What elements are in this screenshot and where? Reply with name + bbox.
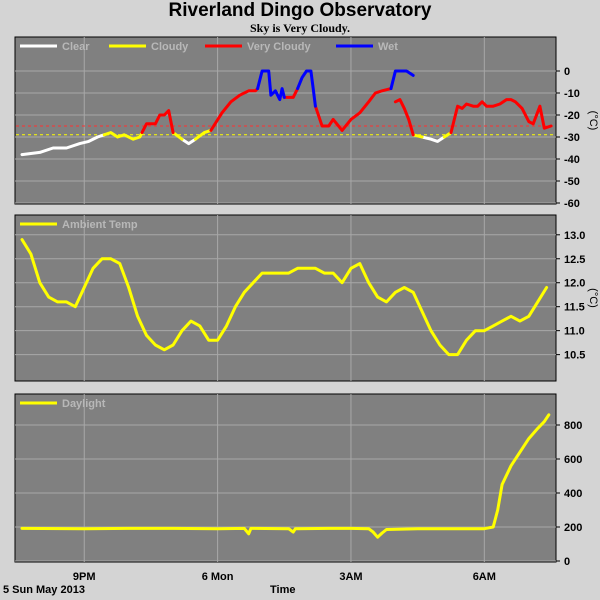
y-tick-label: -30 bbox=[564, 132, 580, 144]
y-tick-label: 11.0 bbox=[564, 326, 585, 338]
x-tick-label: 3AM bbox=[339, 571, 362, 583]
series-line-wet bbox=[256, 69, 286, 102]
y-tick-label: -50 bbox=[564, 176, 580, 188]
y-tick-label: 0 bbox=[564, 556, 570, 568]
series-line-cloudy bbox=[411, 133, 424, 139]
y-axis-label: (°C) bbox=[587, 111, 599, 131]
y-tick-label: 800 bbox=[564, 420, 582, 432]
y-tick-label: -10 bbox=[564, 88, 580, 100]
y-tick-label: 10.5 bbox=[564, 350, 585, 362]
legend-label: Ambient Temp bbox=[62, 219, 138, 231]
x-axis-title: Time bbox=[270, 584, 296, 596]
series-line-cloudy bbox=[102, 131, 144, 141]
x-tick-label: 9PM bbox=[73, 571, 96, 583]
y-tick-label: 600 bbox=[564, 454, 582, 466]
series-line-very-cloudy bbox=[313, 87, 393, 132]
plot-area-0 bbox=[14, 36, 557, 205]
series-line-very-cloudy bbox=[393, 98, 415, 137]
series-line-cloudy bbox=[171, 131, 184, 141]
series-line-ambient-temp bbox=[20, 238, 549, 357]
y-tick-label: 12.0 bbox=[564, 278, 585, 290]
y-tick-label: 13.0 bbox=[564, 230, 585, 242]
series-line-clear bbox=[180, 137, 197, 146]
x-tick-label: 6 Mon bbox=[202, 571, 234, 583]
y-tick-label: 11.5 bbox=[564, 302, 585, 314]
series-line-very-cloudy bbox=[209, 87, 260, 132]
page-title: Riverland Dingo Observatory bbox=[168, 0, 432, 21]
y-tick-label: 12.5 bbox=[564, 254, 585, 266]
x-tick-label: 6AM bbox=[473, 571, 496, 583]
date-label: 5 Sun May 2013 bbox=[3, 584, 85, 596]
y-tick-label: -60 bbox=[564, 198, 580, 210]
legend-label: Wet bbox=[378, 41, 398, 53]
y-tick-label: -40 bbox=[564, 154, 580, 166]
series-line-very-cloudy bbox=[449, 98, 553, 135]
series-line-very-cloudy bbox=[282, 87, 300, 99]
page-subtitle: Sky is Very Cloudy. bbox=[249, 21, 351, 35]
y-tick-label: 400 bbox=[564, 488, 582, 500]
series-line-cloudy bbox=[193, 128, 213, 141]
y-tick-label: 200 bbox=[564, 522, 582, 534]
legend-label: Very Cloudy bbox=[247, 41, 311, 53]
series-line-daylight bbox=[20, 413, 551, 539]
plot-area-2 bbox=[14, 393, 557, 563]
series-line-wet bbox=[389, 69, 415, 91]
series-line-clear bbox=[20, 133, 106, 157]
series-line-clear bbox=[420, 135, 446, 143]
plot-area-1 bbox=[14, 214, 557, 382]
y-tick-label: -20 bbox=[564, 110, 580, 122]
y-axis-label: (°C) bbox=[587, 288, 599, 308]
y-tick-label: 0 bbox=[564, 66, 570, 78]
series-line-very-cloudy bbox=[140, 109, 175, 135]
series-line-wet bbox=[296, 69, 317, 108]
legend-label: Daylight bbox=[62, 398, 106, 410]
legend-label: Clear bbox=[62, 41, 90, 53]
legend-label: Cloudy bbox=[151, 41, 189, 53]
